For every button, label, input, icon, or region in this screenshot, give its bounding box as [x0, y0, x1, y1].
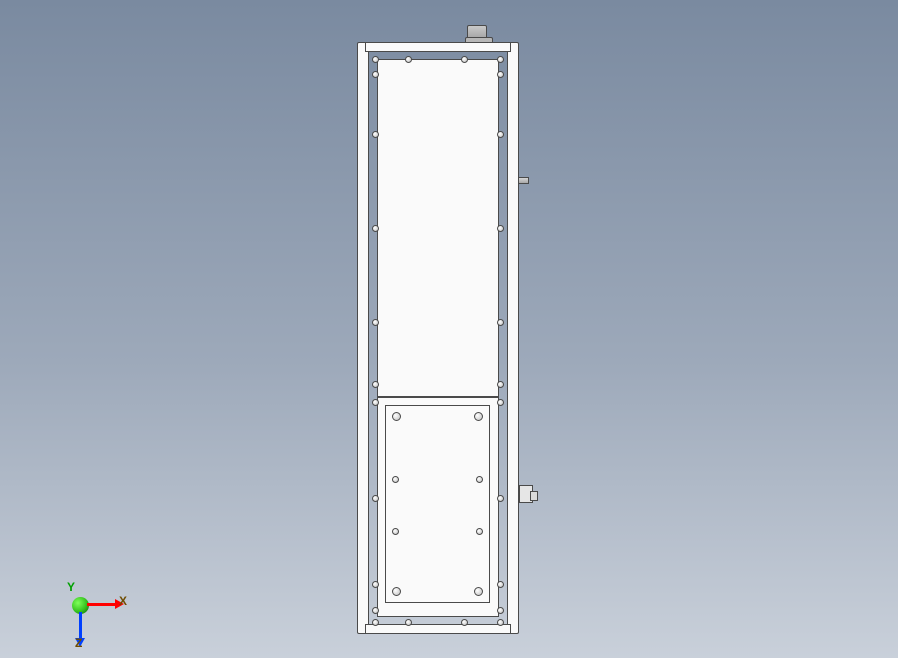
top-fitting — [467, 25, 487, 42]
rail-hole — [497, 131, 504, 138]
rail-hole — [372, 581, 379, 588]
view-triad: X Y Z — [57, 572, 121, 636]
carriage-plate — [385, 405, 490, 603]
rail-hole — [372, 225, 379, 232]
cad-viewport[interactable]: X Y Z — [0, 0, 898, 658]
axis-z-label: Z — [75, 636, 82, 650]
rail-hole — [372, 495, 379, 502]
right-hub — [519, 485, 533, 503]
upper-face-panel — [377, 59, 499, 397]
rail-hole — [372, 56, 379, 63]
carriage-hole — [392, 587, 401, 596]
rail-hole — [497, 399, 504, 406]
model-front-view[interactable] — [357, 25, 519, 636]
carriage-hole — [476, 476, 483, 483]
rail-hole — [497, 607, 504, 614]
rail-hole — [497, 56, 504, 63]
rail-hole — [372, 381, 379, 388]
axis-x-label: X — [119, 594, 127, 608]
rail-hole — [405, 619, 412, 626]
rail-hole — [372, 319, 379, 326]
rail-hole — [372, 619, 379, 626]
axis-x-arrow — [87, 603, 117, 606]
top-cross-rail — [365, 42, 511, 52]
rail-hole — [497, 225, 504, 232]
right-stub-upper — [518, 177, 529, 184]
rail-hole — [372, 71, 379, 78]
left-side-rail — [357, 42, 369, 634]
rail-hole — [497, 581, 504, 588]
right-side-rail — [507, 42, 519, 634]
bottom-cross-rail — [365, 624, 511, 634]
carriage-hole — [392, 412, 401, 421]
rail-hole — [405, 56, 412, 63]
carriage-hole — [474, 412, 483, 421]
carriage-hole — [474, 587, 483, 596]
axis-y-label: Y — [67, 580, 75, 594]
rail-hole — [497, 319, 504, 326]
rail-hole — [372, 399, 379, 406]
rail-hole — [497, 71, 504, 78]
carriage-hole — [476, 528, 483, 535]
rail-hole — [461, 56, 468, 63]
rail-hole — [497, 495, 504, 502]
rail-hole — [372, 131, 379, 138]
rail-hole — [372, 607, 379, 614]
carriage-hole — [392, 476, 399, 483]
carriage-hole — [392, 528, 399, 535]
rail-hole — [497, 381, 504, 388]
rail-hole — [497, 619, 504, 626]
rail-hole — [461, 619, 468, 626]
